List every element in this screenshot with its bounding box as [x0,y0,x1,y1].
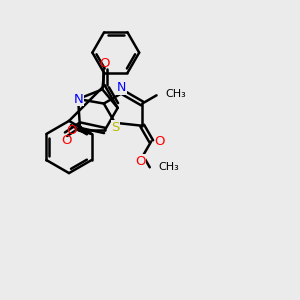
Text: CH₃: CH₃ [158,162,179,172]
Text: S: S [111,121,120,134]
Text: O: O [67,124,77,137]
Text: N: N [117,82,126,94]
Text: O: O [135,154,145,167]
Text: O: O [154,135,165,148]
Text: CH₃: CH₃ [165,89,186,99]
Text: O: O [61,134,71,147]
Text: N: N [73,92,83,106]
Text: O: O [99,57,110,70]
